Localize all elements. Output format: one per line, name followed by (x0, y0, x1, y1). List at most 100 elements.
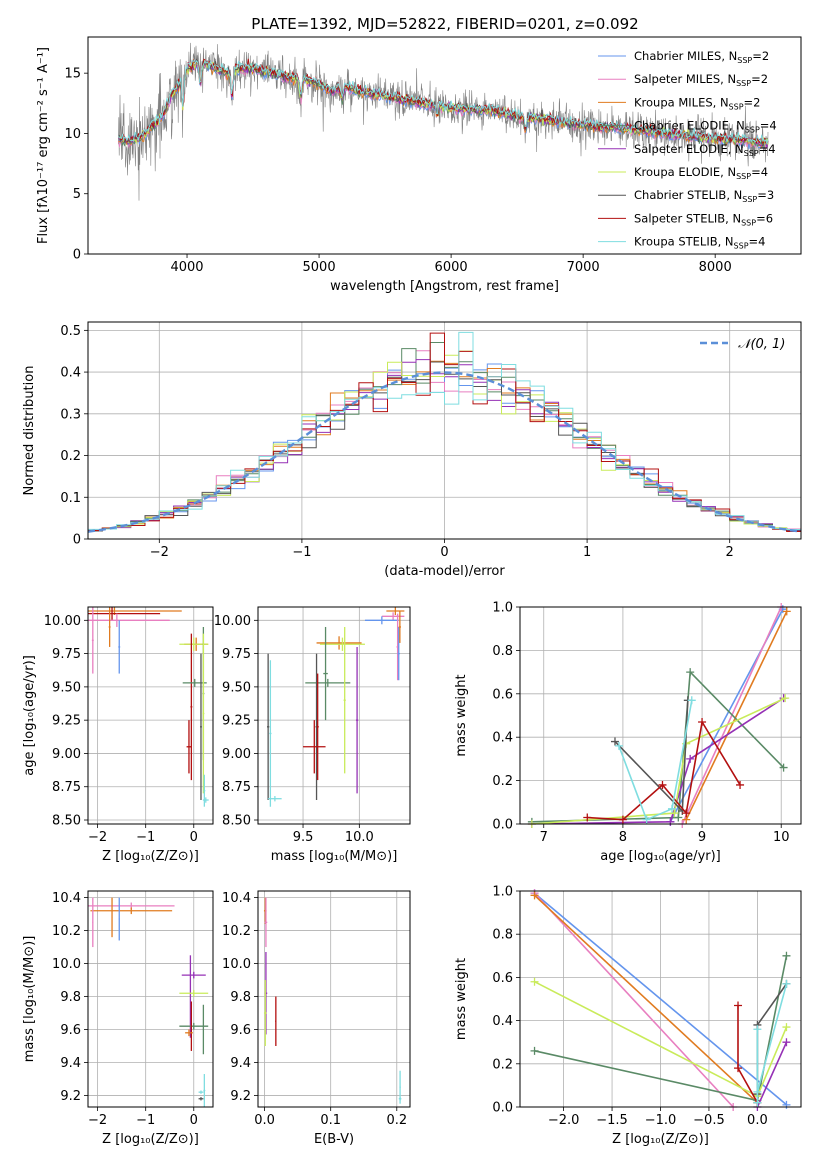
x-tick-label: −2 (88, 830, 107, 845)
y-tick-label: 9.50 (222, 680, 251, 695)
errorbar-point (268, 796, 282, 802)
errorbar-point (118, 897, 120, 941)
weight-marker (530, 977, 539, 986)
y-tick-label: 9.6 (230, 1023, 251, 1038)
errorbar-point (355, 646, 359, 794)
y-tick-label: 0.4 (492, 731, 513, 746)
x-tick-label: 0 (190, 830, 198, 845)
weight-marker (779, 763, 788, 772)
y-tick-label: 0.2 (492, 774, 513, 789)
weight-marker (782, 1100, 791, 1109)
x-tick-label: 9 (698, 830, 706, 845)
errorbar-point (269, 660, 272, 807)
errorbar-point (190, 633, 193, 781)
weight-line-sm (533, 892, 734, 1107)
weight-line-ks (756, 983, 788, 1103)
x-tick-label: −2.0 (548, 1113, 580, 1128)
weight-marker (753, 1087, 762, 1096)
y-tick-label: 10.2 (52, 924, 81, 939)
errorbar-point (198, 1090, 204, 1094)
x-tick-label: 9.5 (293, 830, 314, 845)
errorbar-point (319, 637, 365, 651)
residuals-panel: −2 −1 0 1 2 0 0.1 0.2 0.3 0.4 0.5 (data-model)/erro… (22, 321, 802, 579)
errorbar-point (397, 626, 400, 681)
x-axis-label: Z [log₁₀(Z/Z⊙)] (102, 849, 199, 864)
weight-marker (736, 780, 745, 789)
figure-title: PLATE=1392, MJD=52822, FIBERID=0201, z=0… (251, 15, 638, 33)
plot-frame (519, 606, 802, 825)
y-tick-label: 0.8 (492, 928, 513, 943)
x-tick-label: −1 (292, 545, 311, 560)
y-tick-label: 8.50 (222, 814, 251, 829)
spectrum-model-line-ks (117, 59, 769, 145)
errorbar-point (90, 907, 173, 915)
weight-marker (753, 1098, 762, 1107)
y-tick-label: 8.75 (222, 780, 251, 795)
y-tick-label: 0 (73, 533, 81, 548)
x-tick-label: 5000 (303, 260, 336, 275)
weight-marker (642, 815, 651, 824)
weight-marker (687, 696, 696, 705)
y-tick-label: 0.4 (60, 366, 81, 381)
y-tick-label: 9.8 (60, 990, 81, 1005)
errorbar-point (264, 897, 268, 948)
weight-marker (618, 815, 627, 824)
errorbar-point (267, 653, 270, 801)
weight-marker (753, 1025, 762, 1034)
plot-frame (519, 890, 802, 1108)
weight-line-se (531, 697, 785, 824)
weight-marker (686, 668, 695, 677)
weight-marker (610, 737, 619, 746)
errorbar-point (111, 897, 113, 938)
errorbar-point (118, 620, 121, 674)
mass_vs_ebv-panel: 0.0 0.1 0.2 9.2 9.4 9.6 9.8 10.0 10.2 10.4 E(B-V) (222, 890, 411, 1147)
x-tick-label: −1.0 (645, 1113, 677, 1128)
plot-frame (87, 890, 214, 1108)
weight-marker (734, 1001, 743, 1010)
errorbar-point (181, 971, 206, 979)
y-tick-label: 9.00 (222, 747, 251, 762)
plot-frame (257, 606, 411, 825)
y-tick-label: 10.00 (44, 614, 81, 629)
weight-marker (583, 813, 592, 822)
spectrum-panel: 4000 5000 6000 7000 8000 0 5 10 15 wavelength [An… (36, 36, 802, 294)
weight-line-se (756, 1041, 788, 1107)
errorbar-point (316, 636, 362, 650)
y-tick-label: 0.0 (492, 1101, 513, 1116)
errorbar-point (202, 1004, 205, 1055)
y-axis-label: mass weight (454, 958, 469, 1040)
x-tick-label: −1.5 (596, 1113, 628, 1128)
y-tick-label: 9.6 (60, 1023, 81, 1038)
x-axis-label: age [log₁₀(age/yr)] (600, 849, 721, 864)
errorbar-point (186, 720, 192, 774)
y-tick-label: 0 (73, 248, 81, 263)
weight-line-km (533, 894, 758, 1104)
y-tick-label: 10.00 (214, 614, 251, 629)
errorbar-point (316, 673, 319, 781)
errorbar-point (92, 897, 94, 948)
x-tick-label: −1 (136, 1113, 155, 1128)
x-tick-label: 0.0 (254, 1113, 275, 1128)
y-tick-label: 9.4 (230, 1056, 251, 1071)
weight-line-km (685, 610, 788, 821)
y-tick-label: 9.00 (52, 747, 81, 762)
y-axis-label: mass [log₁₀(M/M⊙)] (22, 936, 37, 1063)
weight-marker (782, 1023, 791, 1032)
y-tick-label: 8.50 (52, 814, 81, 829)
weight-marker (614, 741, 623, 750)
legend-entry-ke: Kroupa ELODIE, NSSP=4 (634, 165, 768, 181)
y-tick-label: 9.8 (230, 990, 251, 1005)
y-tick-label: 9.75 (222, 647, 251, 662)
weight-marker (530, 891, 539, 900)
y-tick-label: 9.4 (60, 1056, 81, 1071)
errorbar-point (189, 955, 192, 1038)
errorbar-point (386, 607, 405, 615)
weight-marker (782, 979, 791, 988)
plot-frame (87, 606, 214, 825)
y-tick-label: 1.0 (492, 601, 513, 616)
errorbar-point (202, 797, 209, 803)
x-tick-label: −2 (150, 545, 169, 560)
y-tick-label: 0.8 (492, 644, 513, 659)
y-tick-label: 1.0 (492, 885, 513, 900)
